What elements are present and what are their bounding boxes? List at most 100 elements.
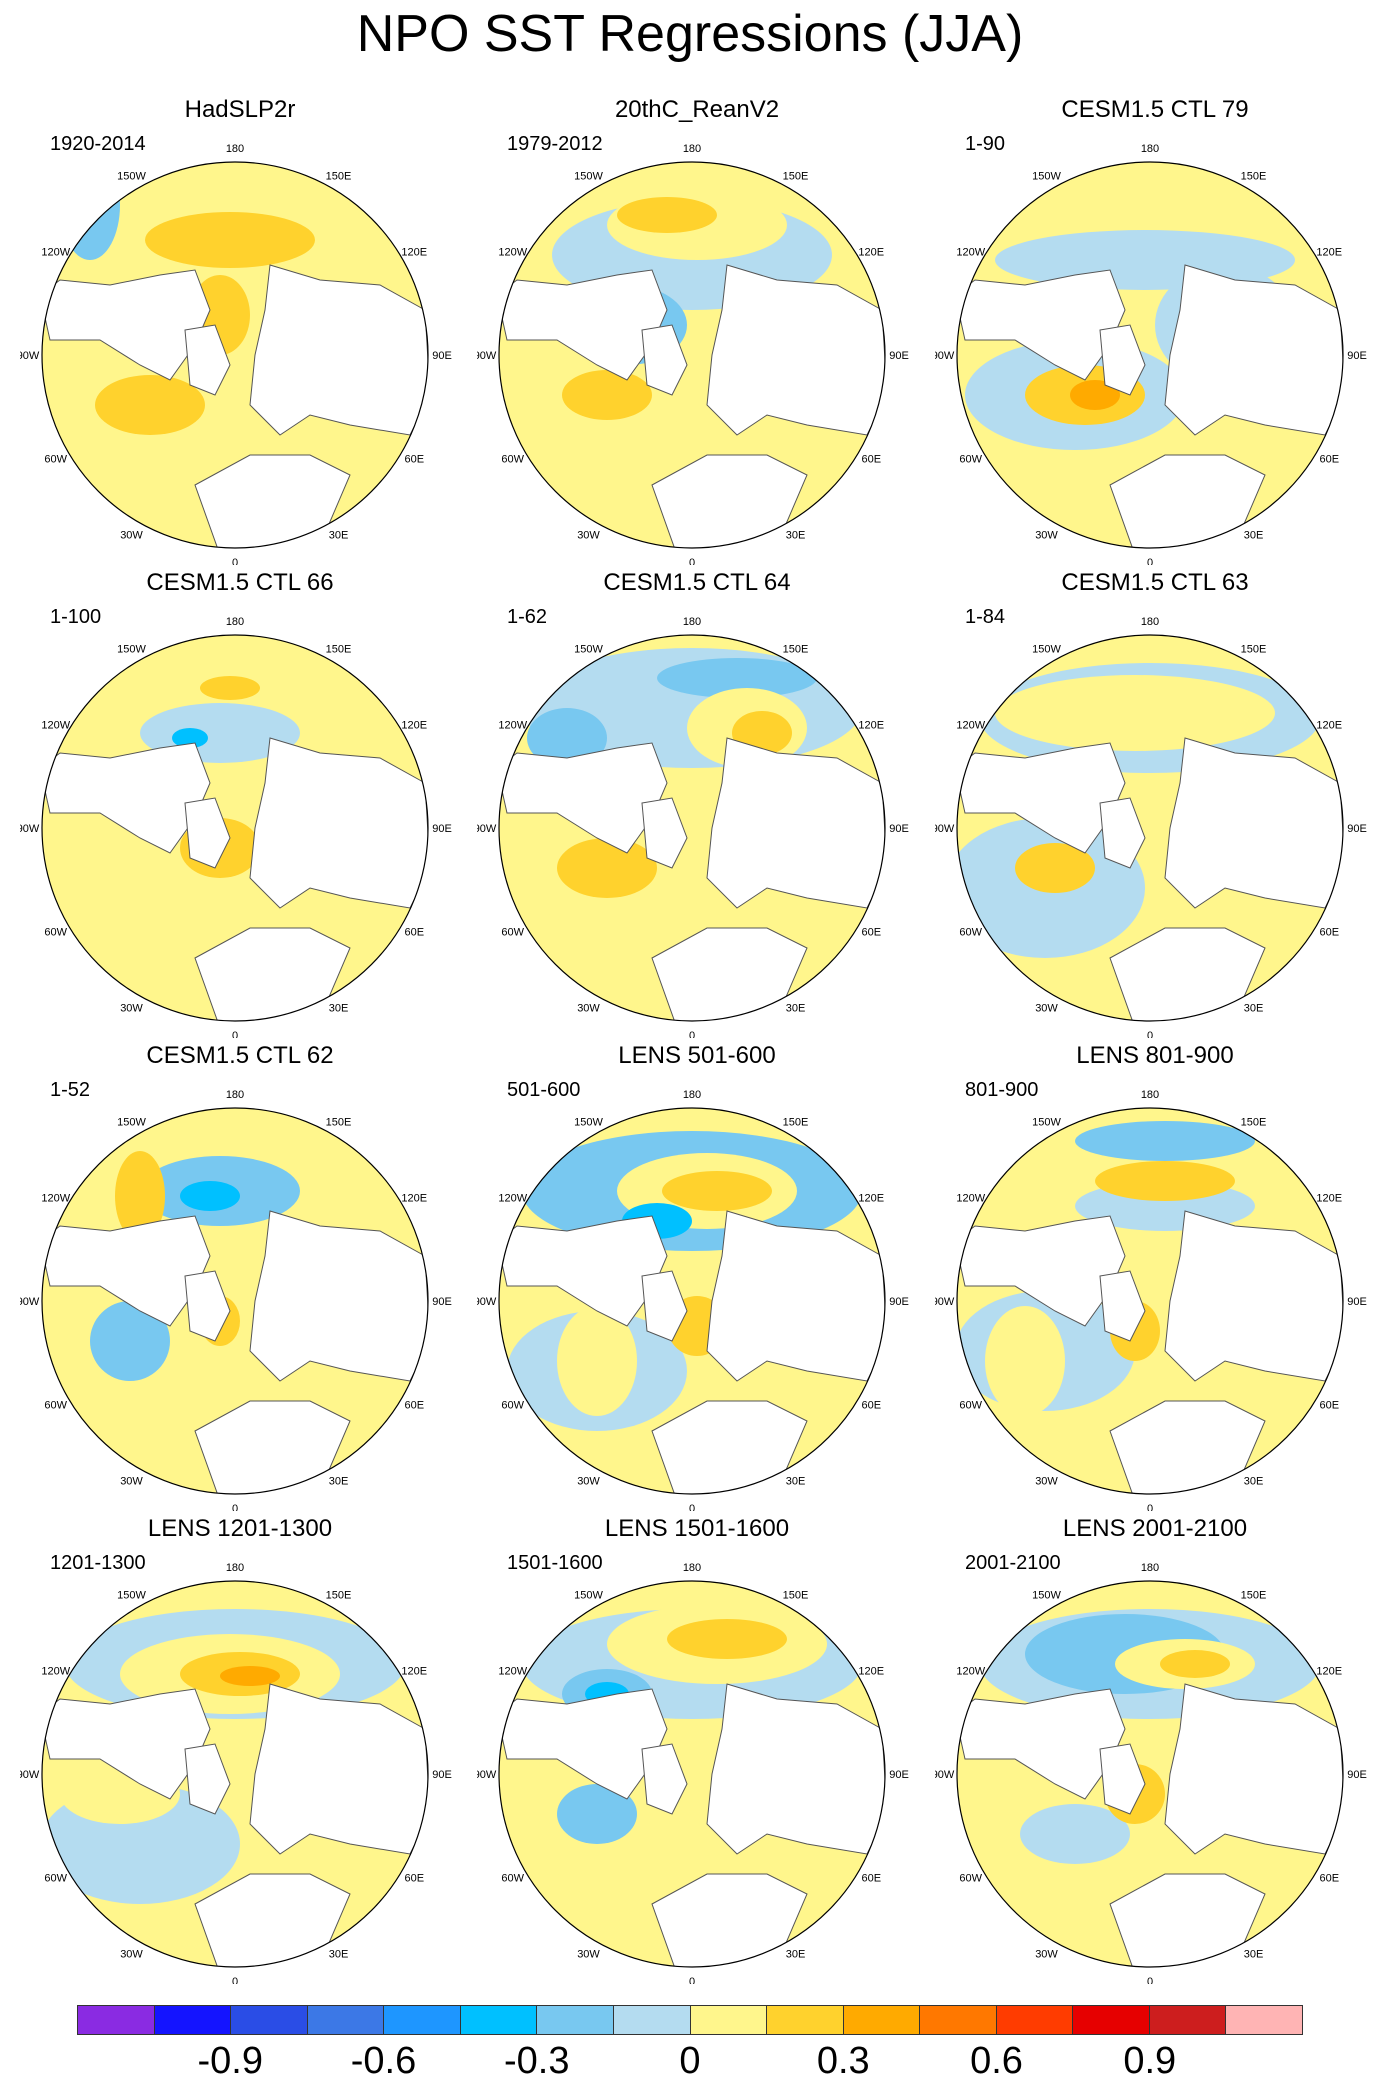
longitude-label: 90W xyxy=(477,350,497,362)
colorbar-box xyxy=(307,2006,385,2034)
panel-title: 20thC_ReanV2 xyxy=(614,96,780,123)
sst-anomaly-region xyxy=(1095,1161,1235,1201)
map-panel: LENS 501-600 180 150E 120E 90E 60E 30E 0 30W 60W 9… xyxy=(477,1041,917,1511)
map-border xyxy=(498,1107,886,1495)
sst-anomaly-region xyxy=(617,197,717,233)
longitude-label: 90W xyxy=(477,1296,497,1308)
longitude-label: 60W xyxy=(501,454,524,466)
longitude-label: 30W xyxy=(577,1002,600,1014)
longitude-label: 120W xyxy=(41,720,70,732)
longitude-label: 90E xyxy=(1347,823,1367,835)
longitude-label: 150E xyxy=(326,644,352,656)
sst-anomaly-region xyxy=(995,675,1275,751)
period-label: 801-900 xyxy=(965,1079,1039,1101)
longitude-label: 0 xyxy=(232,557,238,565)
colorbar-box xyxy=(537,2006,614,2034)
longitude-label: 90E xyxy=(889,350,909,362)
land-mass xyxy=(1164,737,1343,909)
polar-stereographic-map: 180 150E 120E 90E 60E 30E 0 30W 60W 90W 120W 150W xyxy=(935,1089,1367,1511)
land-mass xyxy=(1099,1743,1146,1815)
longitude-label: 90W xyxy=(477,823,497,835)
longitude-label: 60W xyxy=(501,1873,524,1885)
map-panel: CESM1.5 CTL 79 180 150E 120E 90E 60E 30E 0 30W 60… xyxy=(935,95,1375,565)
land-mass xyxy=(249,1210,428,1382)
longitude-label: 180 xyxy=(683,1562,701,1574)
polar-stereographic-map: 180 150E 120E 90E 60E 30E 0 30W 60W 90W 120W 150W xyxy=(935,1562,1367,1984)
longitude-label: 0 xyxy=(1147,1030,1153,1038)
longitude-label: 90E xyxy=(432,1769,452,1781)
map-panel: CESM1.5 CTL 66 180 150E 120E 90E 60E 30E 0 30W 60… xyxy=(20,568,460,1038)
polar-stereographic-map: 180 150E 120E 90E 60E 30E 0 30W 60W 90W 120W 150W xyxy=(935,143,1367,565)
period-label: 1-100 xyxy=(50,606,102,628)
longitude-label: 150E xyxy=(1241,171,1267,183)
land-mass xyxy=(249,1683,428,1855)
longitude-label: 30E xyxy=(786,529,806,541)
longitude-label: 120W xyxy=(41,247,70,259)
longitude-label: 30W xyxy=(1035,1475,1058,1487)
longitude-label: 150W xyxy=(1032,1117,1061,1129)
longitude-label: 150W xyxy=(1032,171,1061,183)
longitude-label: 120E xyxy=(858,720,884,732)
longitude-label: 90W xyxy=(20,1769,40,1781)
colorbar-box xyxy=(613,2006,691,2034)
longitude-label: 60W xyxy=(501,1400,524,1412)
panel-title: CESM1.5 CTL 66 xyxy=(146,569,334,596)
longitude-label: 150W xyxy=(574,644,603,656)
sst-anomaly-region xyxy=(1070,380,1120,410)
longitude-label: 30W xyxy=(577,529,600,541)
panel-title: CESM1.5 CTL 79 xyxy=(1061,96,1249,123)
longitude-label: 0 xyxy=(232,1503,238,1511)
longitude-label: 90E xyxy=(1347,1296,1367,1308)
land-mass xyxy=(184,1743,231,1815)
polar-stereographic-map: 180 150E 120E 90E 60E 30E 0 30W 60W 90W 120W 150W xyxy=(20,616,452,1038)
longitude-label: 60W xyxy=(44,1400,67,1412)
sst-anomaly-region xyxy=(145,212,315,268)
colorbar-box xyxy=(920,2006,997,2034)
longitude-label: 120E xyxy=(858,247,884,259)
period-label: 1-52 xyxy=(50,1079,91,1101)
longitude-label: 60W xyxy=(959,1873,982,1885)
polar-stereographic-map: 180 150E 120E 90E 60E 30E 0 30W 60W 90W 120W 150W xyxy=(477,1562,909,1984)
longitude-label: 90E xyxy=(889,1296,909,1308)
longitude-label: 60E xyxy=(1319,1400,1339,1412)
polar-stereographic-map: 180 150E 120E 90E 60E 30E 0 30W 60W 90W 120W 150W xyxy=(477,616,909,1038)
colorbar-tick-label: -0.9 xyxy=(197,2040,263,2082)
longitude-label: 150E xyxy=(1241,1590,1267,1602)
sst-anomaly-region xyxy=(200,676,260,700)
period-label: 501-600 xyxy=(507,1079,581,1101)
longitude-label: 60E xyxy=(861,927,881,939)
longitude-label: 150W xyxy=(117,171,146,183)
longitude-label: 120W xyxy=(956,247,985,259)
map-border xyxy=(41,1580,429,1968)
land-mass xyxy=(249,737,428,909)
longitude-label: 180 xyxy=(226,616,244,628)
land-mass xyxy=(651,1400,808,1494)
panel-title: LENS 2001-2100 xyxy=(1062,1515,1248,1542)
period-label: 1501-1600 xyxy=(507,1552,603,1574)
map-panel: CESM1.5 CTL 64 180 150E 120E 90E 60E 30E 0 30W 60… xyxy=(477,568,917,1038)
longitude-label: 120E xyxy=(401,1193,427,1205)
longitude-label: 150W xyxy=(117,1117,146,1129)
sst-anomaly-region xyxy=(95,375,205,435)
colorbar-box xyxy=(231,2006,308,2034)
map-panel: LENS 1501-1600 180 150E 120E 90E 60E 30E 0 30W 60… xyxy=(477,1514,917,1984)
panel-title: CESM1.5 CTL 63 xyxy=(1061,569,1249,596)
longitude-label: 30W xyxy=(120,1002,143,1014)
longitude-label: 30E xyxy=(1244,1948,1264,1960)
figure-title: NPO SST Regressions (JJA) xyxy=(356,5,1024,63)
land-mass xyxy=(184,324,231,396)
longitude-label: 0 xyxy=(1147,1503,1153,1511)
period-label: 1-90 xyxy=(965,133,1006,155)
longitude-label: 180 xyxy=(1141,1089,1159,1101)
sst-anomaly-region xyxy=(180,1181,240,1211)
longitude-label: 30E xyxy=(786,1475,806,1487)
longitude-label: 60E xyxy=(1319,927,1339,939)
panel-title: CESM1.5 CTL 62 xyxy=(146,1042,334,1069)
longitude-label: 120E xyxy=(858,1666,884,1678)
land-mass xyxy=(641,324,688,396)
polar-stereographic-map: 180 150E 120E 90E 60E 30E 0 30W 60W 90W 120W 150W xyxy=(20,1562,452,1984)
longitude-label: 60W xyxy=(44,454,67,466)
land-mass xyxy=(1099,797,1146,869)
panel-title: HadSLP2r xyxy=(184,96,296,123)
map-panel: CESM1.5 CTL 63 180 150E 120E 90E 60E 30E 0 30W 60… xyxy=(935,568,1375,1038)
